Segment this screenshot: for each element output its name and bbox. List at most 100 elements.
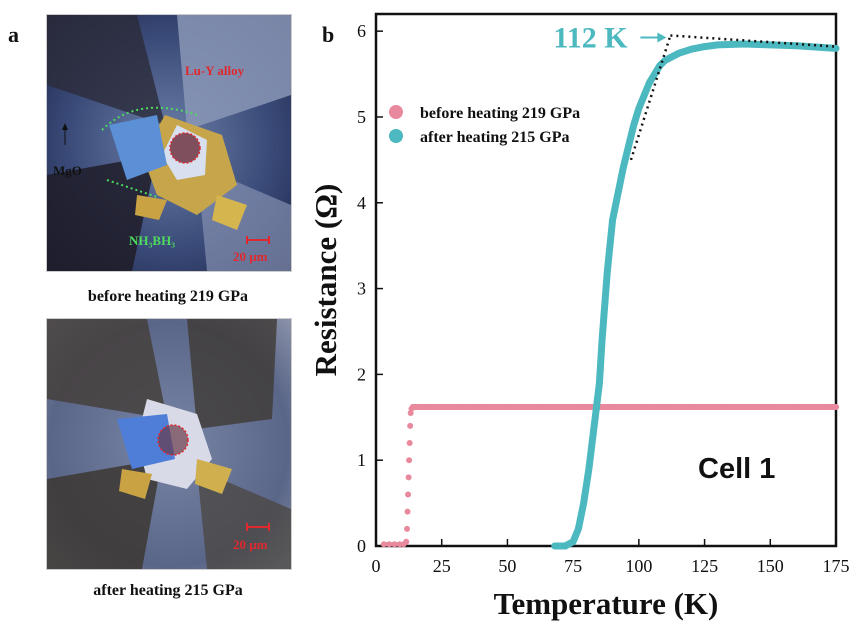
point-after-heating bbox=[562, 543, 569, 549]
point-after-heating bbox=[585, 465, 592, 472]
point-after-heating bbox=[606, 242, 613, 249]
point-before-heating bbox=[425, 403, 432, 410]
legend-marker-after bbox=[389, 129, 403, 143]
point-before-heating bbox=[767, 403, 774, 410]
point-after-heating bbox=[646, 79, 653, 86]
caption-after-heating: after heating 215 GPa bbox=[93, 582, 243, 599]
point-before-heating bbox=[406, 457, 413, 464]
y-tick-label: 3 bbox=[357, 279, 366, 299]
micrograph-after-svg bbox=[47, 319, 291, 569]
point-after-heating bbox=[575, 525, 582, 532]
series-after-heating-line bbox=[551, 40, 840, 550]
point-after-heating bbox=[741, 41, 747, 48]
point-after-heating bbox=[675, 50, 682, 57]
point-after-heating bbox=[714, 41, 721, 48]
point-before-heating bbox=[635, 403, 642, 410]
point-after-heating bbox=[641, 92, 648, 99]
point-before-heating bbox=[406, 440, 413, 447]
point-after-heating bbox=[767, 41, 774, 48]
x-tick-label: 75 bbox=[564, 556, 582, 576]
point-before-heating bbox=[409, 403, 416, 410]
x-tick-label: 0 bbox=[372, 556, 381, 576]
point-before-heating bbox=[583, 403, 590, 410]
point-before-heating bbox=[741, 403, 747, 410]
point-after-heating bbox=[609, 216, 616, 223]
point-before-heating bbox=[391, 541, 398, 548]
micrograph-after-heating: 20 μm bbox=[46, 318, 292, 570]
legend-label-before: before heating 219 GPa bbox=[420, 105, 580, 122]
point-before-heating bbox=[662, 403, 669, 410]
annotation-arrow-head bbox=[657, 32, 667, 43]
point-before-heating bbox=[451, 403, 458, 410]
cell-label: Cell 1 bbox=[698, 453, 775, 485]
panel-b-letter: b bbox=[322, 22, 335, 47]
point-before-heating bbox=[404, 508, 411, 515]
micrograph-before-heating: Lu-Y alloy MgO NH₃BH₃ 20 μm bbox=[46, 14, 292, 272]
point-before-heating bbox=[688, 403, 695, 410]
point-before-heating bbox=[405, 491, 412, 498]
x-tick-label: 150 bbox=[757, 556, 784, 576]
point-before-heating bbox=[380, 541, 387, 548]
legend-marker-before bbox=[389, 105, 403, 119]
point-after-heating bbox=[599, 337, 606, 344]
point-after-heating bbox=[620, 165, 627, 172]
scale-bar-label-bottom: 20 μm bbox=[233, 537, 268, 552]
x-tick-label: 175 bbox=[823, 556, 850, 576]
point-after-heating bbox=[625, 144, 632, 150]
point-before-heating bbox=[407, 422, 414, 429]
label-nh3bh3: NH₃BH₃ bbox=[129, 233, 176, 248]
point-after-heating bbox=[604, 268, 611, 275]
point-after-heating bbox=[630, 122, 637, 129]
point-after-heating bbox=[591, 422, 598, 429]
point-after-heating bbox=[635, 105, 642, 112]
point-before-heating bbox=[557, 403, 563, 410]
y-tick-label: 5 bbox=[357, 107, 366, 127]
point-after-heating bbox=[701, 43, 708, 50]
annotation-tc-label: 112 K bbox=[553, 21, 628, 54]
fit-line bbox=[670, 34, 837, 48]
point-before-heating bbox=[386, 541, 393, 548]
x-tick-label: 125 bbox=[691, 556, 718, 576]
point-before-heating bbox=[714, 403, 721, 410]
x-tick-label: 100 bbox=[625, 556, 652, 576]
y-tick-label: 1 bbox=[357, 450, 366, 470]
legend-label-after: after heating 215 GPa bbox=[420, 129, 569, 146]
point-before-heating bbox=[793, 403, 800, 410]
y-tick-label: 4 bbox=[357, 193, 366, 213]
point-before-heating bbox=[504, 403, 511, 410]
point-after-heating bbox=[614, 191, 621, 198]
point-before-heating bbox=[404, 525, 411, 532]
point-after-heating bbox=[688, 46, 695, 53]
point-before-heating bbox=[403, 538, 410, 545]
point-before-heating bbox=[609, 403, 616, 410]
y-tick-label: 2 bbox=[357, 364, 366, 384]
point-after-heating bbox=[551, 543, 558, 549]
point-before-heating bbox=[819, 403, 826, 410]
fit-line bbox=[629, 35, 672, 161]
point-after-heating bbox=[651, 71, 658, 78]
micrograph-before-svg bbox=[47, 15, 291, 271]
point-after-heating bbox=[833, 45, 839, 52]
caption-before-heating: before heating 219 GPa bbox=[87, 288, 249, 305]
x-axis-label: Temperature (K) bbox=[494, 586, 719, 621]
y-tick-label: 0 bbox=[357, 536, 366, 556]
point-after-heating bbox=[596, 379, 603, 386]
panel-a-letter: a bbox=[8, 22, 19, 47]
x-tick-label: 50 bbox=[498, 556, 516, 576]
y-axis-label: Resistance (Ω) bbox=[308, 184, 343, 377]
point-after-heating bbox=[601, 302, 608, 309]
scale-bar-label-top: 20 μm bbox=[233, 249, 268, 264]
label-alloy: Lu-Y alloy bbox=[185, 63, 245, 78]
label-mgo: MgO bbox=[53, 163, 82, 178]
y-tick-label: 6 bbox=[357, 21, 366, 41]
point-after-heating bbox=[580, 500, 587, 507]
point-before-heating bbox=[405, 474, 412, 481]
plot-frame bbox=[374, 12, 838, 548]
x-tick-label: 25 bbox=[433, 556, 451, 576]
point-after-heating bbox=[662, 57, 669, 64]
point-before-heating bbox=[833, 403, 839, 410]
point-before-heating bbox=[478, 403, 485, 410]
point-before-heating bbox=[530, 403, 537, 410]
point-after-heating bbox=[570, 538, 577, 545]
